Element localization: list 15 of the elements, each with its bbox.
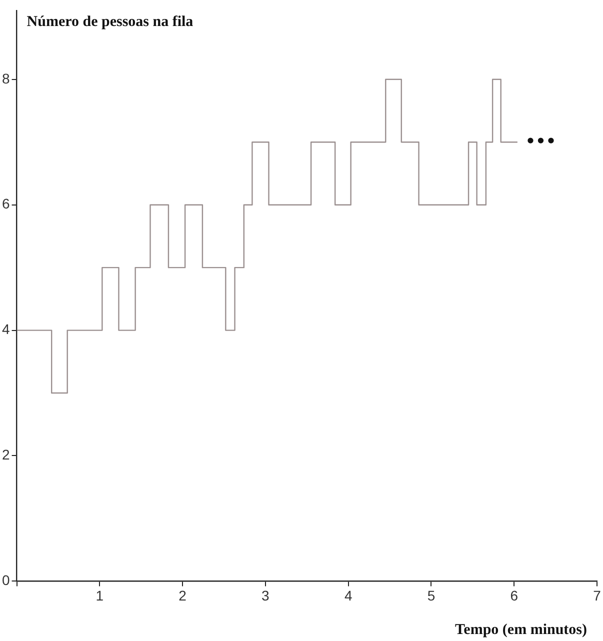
annotation: ••• xyxy=(525,131,556,150)
y-tick-label: 0 xyxy=(2,572,10,588)
x-tick-label: 3 xyxy=(262,587,270,604)
x-tick-label: 7 xyxy=(593,587,602,604)
x-tick-label: 1 xyxy=(96,587,104,604)
y-tick-label: 4 xyxy=(2,321,10,338)
y-tick-label: 2 xyxy=(2,446,10,463)
x-tick-label: 4 xyxy=(344,587,352,604)
y-axis-title: Número de pessoas na fila xyxy=(26,14,194,30)
x-tick-label: 5 xyxy=(427,587,436,604)
x-tick-label: 2 xyxy=(178,587,187,604)
x-axis-title: Tempo (em minutos) xyxy=(455,622,587,638)
y-tick-label: 8 xyxy=(2,70,10,86)
y-tick-label: 6 xyxy=(2,196,10,212)
x-tick-label: 6 xyxy=(510,587,518,604)
